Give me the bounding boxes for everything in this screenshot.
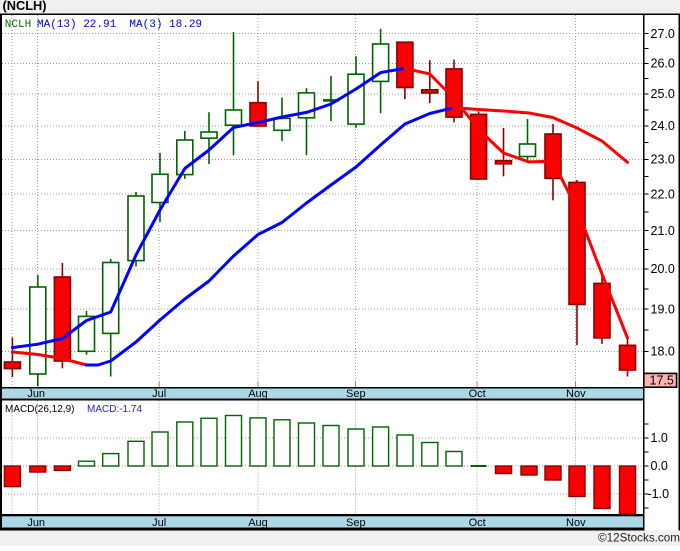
svg-text:23.0: 23.0 xyxy=(651,153,675,167)
svg-text:0.0: 0.0 xyxy=(651,459,668,473)
svg-text:Jul: Jul xyxy=(152,388,166,400)
svg-text:NCLH: NCLH xyxy=(5,19,31,31)
svg-text:Jun: Jun xyxy=(27,517,45,529)
svg-text:MA(13) 22.91 MA(3) 18.29: MA(13) 22.91 MA(3) 18.29 xyxy=(37,19,202,31)
svg-text:-1.0: -1.0 xyxy=(648,487,670,501)
svg-text:Nov: Nov xyxy=(566,388,586,400)
svg-text:Sep: Sep xyxy=(346,517,366,529)
svg-text:19.0: 19.0 xyxy=(651,302,675,316)
svg-text:(NCLH): (NCLH) xyxy=(3,0,47,13)
svg-text:Sep: Sep xyxy=(346,388,366,400)
svg-text:Oct: Oct xyxy=(469,388,486,400)
svg-text:17.5: 17.5 xyxy=(650,374,674,388)
svg-text:22.0: 22.0 xyxy=(651,187,675,201)
svg-text:21.0: 21.0 xyxy=(651,224,675,238)
svg-text:24.0: 24.0 xyxy=(651,119,675,133)
svg-text:Jun: Jun xyxy=(27,388,45,400)
svg-text:Jul: Jul xyxy=(152,517,166,529)
svg-text:Nov: Nov xyxy=(566,517,586,529)
svg-text:1.0: 1.0 xyxy=(651,431,668,445)
svg-text:25.0: 25.0 xyxy=(651,87,675,101)
svg-text:18.0: 18.0 xyxy=(651,345,675,359)
svg-text:26.0: 26.0 xyxy=(651,57,675,71)
svg-text:©12Stocks.com: ©12Stocks.com xyxy=(598,531,680,544)
svg-text:Aug: Aug xyxy=(248,388,268,400)
svg-text:Oct: Oct xyxy=(469,517,486,529)
svg-text:MACD:-1.74: MACD:-1.74 xyxy=(87,404,142,415)
svg-text:Aug: Aug xyxy=(248,517,268,529)
svg-text:20.0: 20.0 xyxy=(651,262,675,276)
svg-text:MACD(26,12,9): MACD(26,12,9) xyxy=(5,404,74,415)
svg-text:27.0: 27.0 xyxy=(651,27,675,41)
